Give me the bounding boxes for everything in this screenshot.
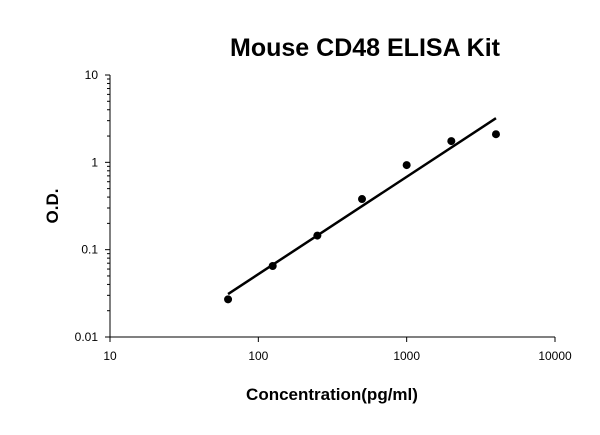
data-point xyxy=(224,295,233,304)
data-point xyxy=(358,195,367,204)
y-tick-label: 10 xyxy=(85,68,99,82)
chart-title: Mouse CD48 ELISA Kit xyxy=(230,34,501,62)
x-axis-label: Concentration(pg/ml) xyxy=(246,385,418,404)
data-point xyxy=(268,262,277,271)
data-point xyxy=(491,130,500,139)
x-tick-label: 10000 xyxy=(538,349,572,363)
y-tick-label: 0.1 xyxy=(81,243,98,257)
data-point xyxy=(402,161,411,170)
y-axis-label: O.D. xyxy=(43,189,62,224)
x-tick-label: 10 xyxy=(103,349,117,363)
data-point xyxy=(313,231,322,240)
y-tick-label: 1 xyxy=(91,155,98,169)
y-tick-label: 0.01 xyxy=(75,330,99,344)
x-tick-label: 100 xyxy=(248,349,268,363)
x-tick-label: 1000 xyxy=(393,349,420,363)
data-point xyxy=(447,137,456,146)
trendline xyxy=(227,117,497,296)
